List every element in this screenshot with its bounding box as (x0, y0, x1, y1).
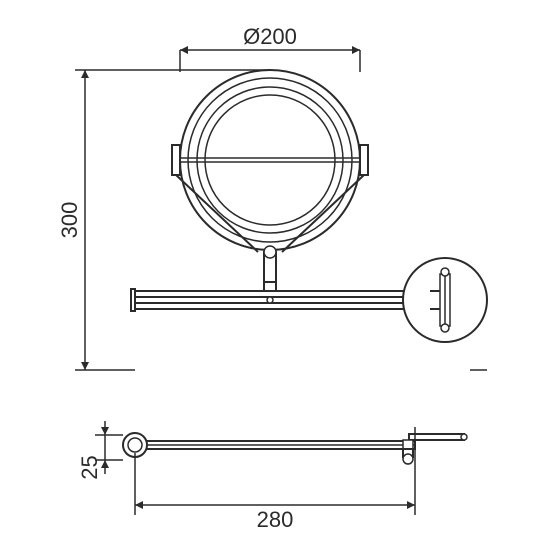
svg-text:Ø200: Ø200 (243, 24, 297, 49)
svg-text:280: 280 (257, 507, 294, 532)
svg-text:25: 25 (77, 455, 102, 479)
svg-text:300: 300 (57, 202, 82, 239)
